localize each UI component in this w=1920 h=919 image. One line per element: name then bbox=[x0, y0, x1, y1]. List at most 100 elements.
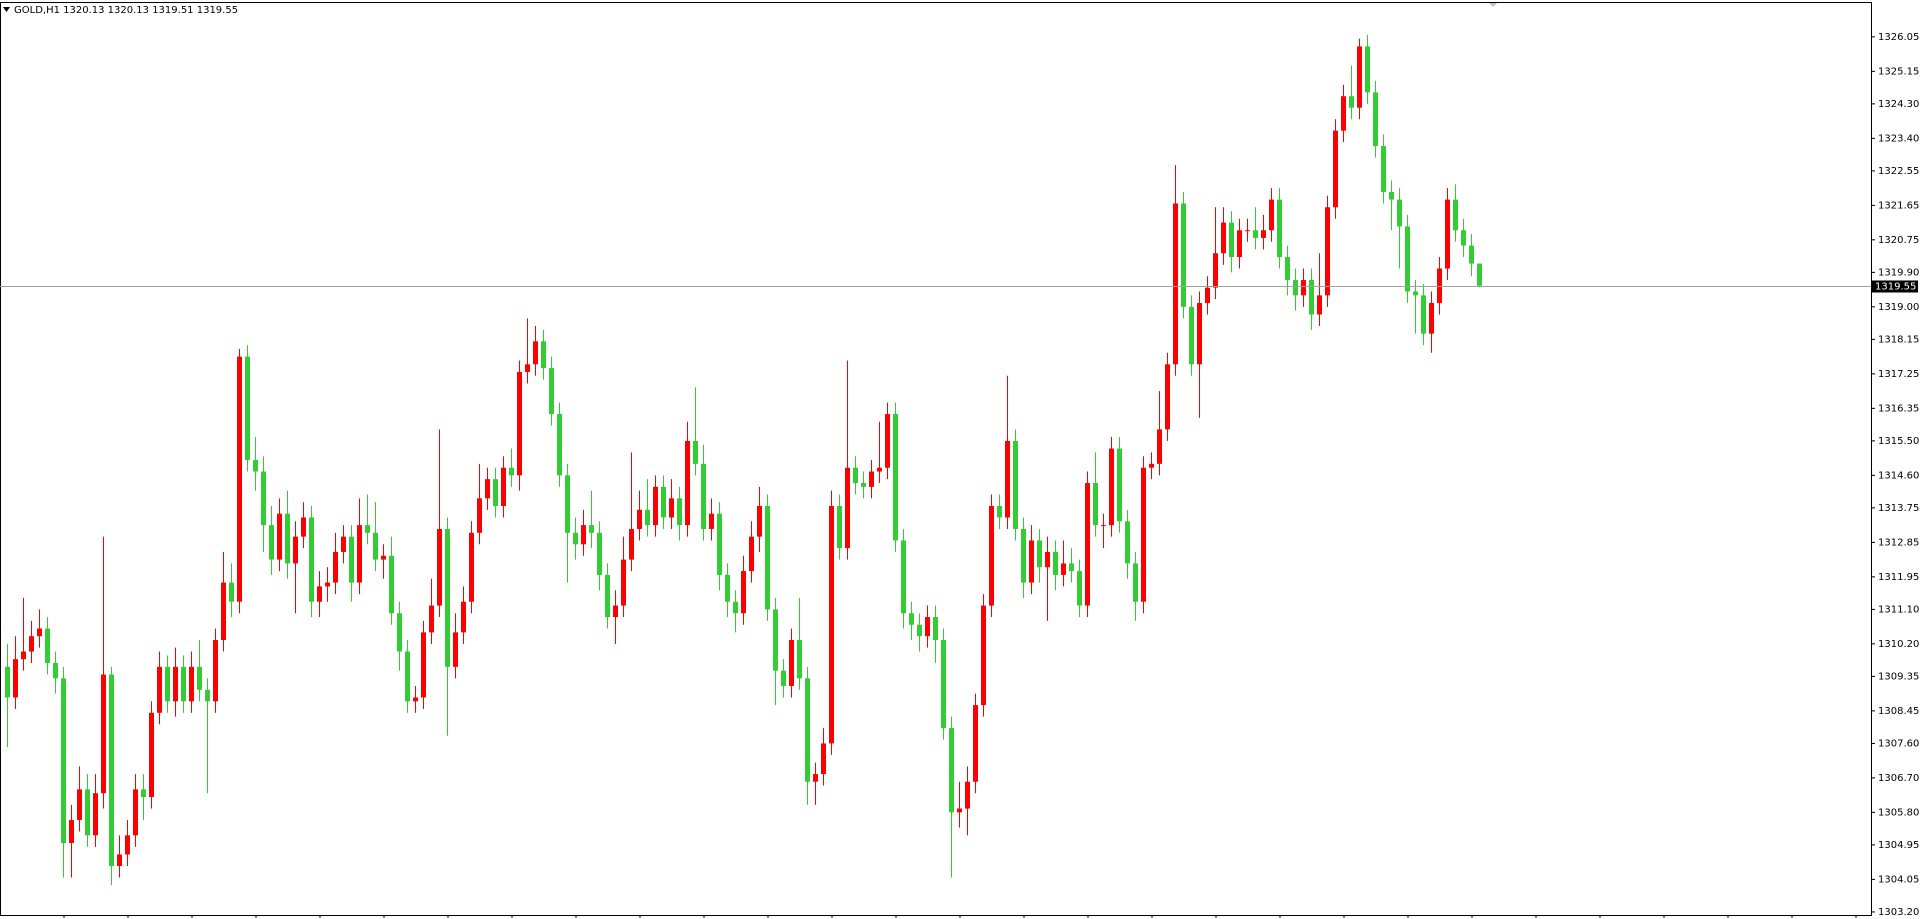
y-tick-label: 1317.25 bbox=[1878, 369, 1919, 380]
candle-body bbox=[149, 712, 154, 798]
candle-body bbox=[413, 697, 418, 702]
candle-body bbox=[581, 525, 586, 545]
candle-body bbox=[741, 571, 746, 614]
candle-body bbox=[757, 505, 762, 537]
candle-body bbox=[693, 440, 698, 464]
candle-body bbox=[365, 525, 370, 533]
candle-body bbox=[701, 463, 706, 529]
candle-body bbox=[245, 356, 250, 461]
candle-body bbox=[453, 632, 458, 667]
candle-body bbox=[213, 640, 218, 702]
candle-body bbox=[1149, 463, 1154, 468]
candle-body bbox=[733, 601, 738, 614]
candle-body bbox=[645, 509, 650, 526]
candle-body bbox=[717, 513, 722, 575]
candle-body bbox=[869, 471, 874, 487]
candle-body bbox=[301, 517, 306, 537]
y-tick-label: 1315.50 bbox=[1878, 436, 1919, 447]
candle-body bbox=[925, 617, 930, 637]
candle-body bbox=[53, 663, 58, 679]
candle-body bbox=[605, 574, 610, 618]
candle-body bbox=[1477, 263, 1482, 286]
y-tick-label: 1322.55 bbox=[1878, 166, 1919, 177]
y-tick-label: 1307.60 bbox=[1878, 738, 1919, 749]
candle-body bbox=[613, 605, 618, 618]
candle-body bbox=[549, 368, 554, 415]
candle-body bbox=[317, 586, 322, 602]
candle-body bbox=[229, 582, 234, 602]
candle-body bbox=[349, 536, 354, 583]
candle-body bbox=[893, 414, 898, 541]
candle-body bbox=[1333, 130, 1338, 208]
candle-body bbox=[1045, 551, 1050, 568]
candle-body bbox=[373, 532, 378, 560]
y-tick-label: 1323.40 bbox=[1878, 133, 1919, 144]
candle-body bbox=[1373, 92, 1378, 146]
candle-body bbox=[269, 525, 274, 560]
candle-body bbox=[37, 628, 42, 637]
candle-body bbox=[461, 601, 466, 633]
y-tick-label: 1319.00 bbox=[1878, 302, 1919, 313]
candle-body bbox=[221, 582, 226, 641]
candle-body bbox=[29, 636, 34, 652]
candle-body bbox=[1181, 203, 1186, 307]
plot-border bbox=[0, 2, 1872, 916]
candle-body bbox=[981, 605, 986, 706]
candle-body bbox=[1189, 306, 1194, 365]
candle-body bbox=[661, 486, 666, 518]
candle-body bbox=[285, 513, 290, 564]
candle-body bbox=[125, 835, 130, 855]
candle-body bbox=[437, 528, 442, 606]
candle-body bbox=[1261, 230, 1266, 238]
y-tick-label: 1324.30 bbox=[1878, 99, 1919, 110]
candle-body bbox=[1053, 551, 1058, 575]
candle-body bbox=[1309, 280, 1314, 315]
candle-body bbox=[469, 532, 474, 602]
candle-body bbox=[685, 440, 690, 526]
candle-body bbox=[277, 513, 282, 560]
y-tick-label: 1313.75 bbox=[1878, 503, 1919, 514]
candle-body bbox=[765, 505, 770, 610]
candle-body bbox=[789, 640, 794, 686]
candle-body bbox=[253, 460, 258, 472]
y-tick-label: 1312.85 bbox=[1878, 537, 1919, 548]
candle-body bbox=[1085, 483, 1090, 606]
candle-body bbox=[389, 555, 394, 614]
candle-body bbox=[21, 651, 26, 660]
y-tick-label: 1319.90 bbox=[1878, 267, 1919, 278]
candle-body bbox=[917, 624, 922, 637]
y-tick-label: 1310.20 bbox=[1878, 639, 1919, 650]
candle-body bbox=[1285, 257, 1290, 281]
candle-body bbox=[189, 666, 194, 702]
candle-body bbox=[813, 774, 818, 782]
candle-body bbox=[709, 513, 714, 529]
candle-body bbox=[445, 528, 450, 667]
candle-body bbox=[293, 536, 298, 564]
candle-body bbox=[637, 509, 642, 529]
last-price-label: 1319.55 bbox=[1875, 282, 1916, 293]
candle-body bbox=[1461, 230, 1466, 246]
candle-body bbox=[989, 505, 994, 606]
candle-body bbox=[493, 479, 498, 506]
candle-body bbox=[877, 467, 882, 472]
candle-body bbox=[1077, 571, 1082, 606]
y-tick-label: 1314.60 bbox=[1878, 470, 1919, 481]
candle-body bbox=[205, 689, 210, 702]
candle-body bbox=[965, 781, 970, 809]
candle-body bbox=[1021, 528, 1026, 583]
candle-body bbox=[725, 574, 730, 602]
candle-body bbox=[13, 659, 18, 698]
candle-body bbox=[1069, 563, 1074, 572]
y-tick-label: 1325.15 bbox=[1878, 66, 1919, 77]
candle-body bbox=[541, 341, 546, 369]
candle-body bbox=[181, 666, 186, 702]
symbol-menu-arrow[interactable] bbox=[3, 7, 10, 12]
candle-body bbox=[61, 678, 66, 844]
candle-body bbox=[1221, 222, 1226, 254]
candle-body bbox=[1229, 222, 1234, 258]
candle-body bbox=[1357, 46, 1362, 108]
y-tick-label: 1308.45 bbox=[1878, 706, 1919, 717]
candle-body bbox=[309, 517, 314, 602]
candle-body bbox=[629, 528, 634, 560]
y-tick-label: 1318.15 bbox=[1878, 334, 1919, 345]
